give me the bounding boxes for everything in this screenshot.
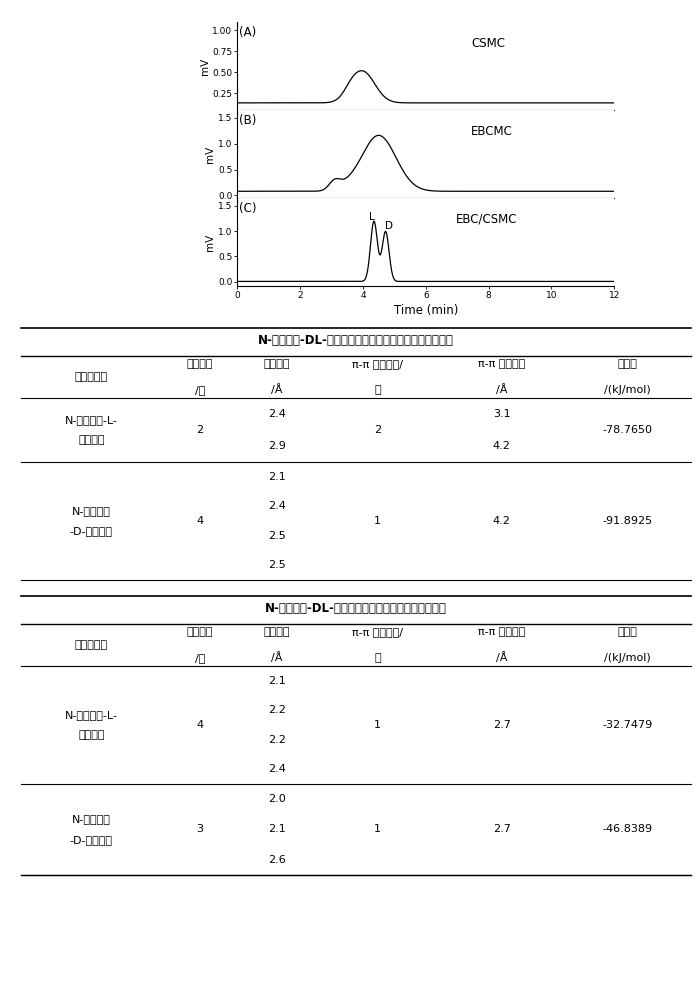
Text: π-π 共轭数目/: π-π 共轭数目/ xyxy=(352,627,403,637)
Text: (A): (A) xyxy=(239,26,256,39)
Text: 2.5: 2.5 xyxy=(268,560,286,570)
Text: /Å: /Å xyxy=(272,653,283,663)
Text: 2.0: 2.0 xyxy=(268,794,286,804)
Text: CSMC: CSMC xyxy=(471,37,505,50)
Text: N-苄氧羰基-L-: N-苄氧羰基-L- xyxy=(65,415,118,425)
Text: 手性对映体: 手性对映体 xyxy=(75,640,108,650)
Text: 2.9: 2.9 xyxy=(268,441,286,451)
Text: 3: 3 xyxy=(197,824,204,834)
Text: 个: 个 xyxy=(374,653,381,663)
Text: /个: /个 xyxy=(195,653,205,663)
Text: 1: 1 xyxy=(374,720,381,730)
Text: -D-天冬酰胺: -D-天冬酰胺 xyxy=(70,526,113,536)
Text: 1: 1 xyxy=(374,516,381,526)
Text: 2.2: 2.2 xyxy=(268,735,286,745)
Text: EBCMC: EBCMC xyxy=(471,125,513,138)
Text: 2.2: 2.2 xyxy=(268,705,286,715)
Text: N-苄氧羰基-DL-天冬酰胺与壳聚糖分子对接计算结果: N-苄氧羰基-DL-天冬酰胺与壳聚糖分子对接计算结果 xyxy=(265,601,447,614)
Text: -32.7479: -32.7479 xyxy=(602,720,653,730)
Text: 2.4: 2.4 xyxy=(268,409,286,419)
Text: 2: 2 xyxy=(197,425,204,435)
Text: 2.7: 2.7 xyxy=(493,720,511,730)
Text: D: D xyxy=(385,221,393,231)
Text: 氢键数目: 氢键数目 xyxy=(187,359,214,369)
Text: (C): (C) xyxy=(239,202,257,215)
X-axis label: Time (min): Time (min) xyxy=(394,304,458,317)
Text: π-π 共轭数目/: π-π 共轭数目/ xyxy=(352,359,403,369)
Text: 3.1: 3.1 xyxy=(493,409,510,419)
Text: 氢键键长: 氢键键长 xyxy=(264,359,290,369)
Text: 4.2: 4.2 xyxy=(493,516,511,526)
Text: 2.4: 2.4 xyxy=(268,764,286,774)
Text: -46.8389: -46.8389 xyxy=(602,824,653,834)
Text: π-π 共轭距离: π-π 共轭距离 xyxy=(478,627,526,637)
Text: /Å: /Å xyxy=(272,385,283,395)
Text: 手性对映体: 手性对映体 xyxy=(75,372,108,382)
Text: -D-天冬酰胺: -D-天冬酰胺 xyxy=(70,835,113,845)
Text: 结合能: 结合能 xyxy=(618,627,637,637)
Text: 2: 2 xyxy=(374,425,381,435)
Text: 2.1: 2.1 xyxy=(268,676,286,686)
Text: N-苄氧羰基: N-苄氧羰基 xyxy=(72,814,111,824)
Y-axis label: mV: mV xyxy=(205,145,215,163)
Text: 个: 个 xyxy=(374,385,381,395)
Text: 2.6: 2.6 xyxy=(268,855,286,865)
Text: 4.2: 4.2 xyxy=(493,441,511,451)
Text: /个: /个 xyxy=(195,385,205,395)
Text: 2.5: 2.5 xyxy=(268,531,286,541)
Text: /Å: /Å xyxy=(496,385,507,395)
Text: π-π 共轭距离: π-π 共轭距离 xyxy=(478,359,526,369)
Text: (B): (B) xyxy=(239,114,257,127)
Text: 天冬酰胺: 天冬酰胺 xyxy=(78,730,105,740)
Text: 结合能: 结合能 xyxy=(618,359,637,369)
Text: 2.1: 2.1 xyxy=(268,824,286,834)
Text: 2.1: 2.1 xyxy=(268,472,286,482)
Text: 4: 4 xyxy=(197,720,204,730)
Text: 2.4: 2.4 xyxy=(268,501,286,511)
Text: 氢键数目: 氢键数目 xyxy=(187,627,214,637)
Text: 2.7: 2.7 xyxy=(493,824,511,834)
Text: /(kJ/mol): /(kJ/mol) xyxy=(604,385,651,395)
Text: N-苄氧羰基: N-苄氧羰基 xyxy=(72,506,111,516)
Text: 4: 4 xyxy=(197,516,204,526)
Y-axis label: mV: mV xyxy=(200,57,209,75)
Y-axis label: mV: mV xyxy=(205,233,215,251)
Text: N-苄氧羰基-DL-天冬酰胺与桥联环糊精分子对接计算结果: N-苄氧羰基-DL-天冬酰胺与桥联环糊精分子对接计算结果 xyxy=(258,334,454,347)
Text: 天冬酰胺: 天冬酰胺 xyxy=(78,435,105,445)
Text: 氢键键长: 氢键键长 xyxy=(264,627,290,637)
Text: L: L xyxy=(369,212,374,222)
Text: /(kJ/mol): /(kJ/mol) xyxy=(604,653,651,663)
Text: N-苄氧羰基-L-: N-苄氧羰基-L- xyxy=(65,710,118,720)
Text: -91.8925: -91.8925 xyxy=(602,516,653,526)
Text: /Å: /Å xyxy=(496,653,507,663)
Text: EBC/CSMC: EBC/CSMC xyxy=(456,213,517,226)
Text: -78.7650: -78.7650 xyxy=(602,425,653,435)
Text: 1: 1 xyxy=(374,824,381,834)
